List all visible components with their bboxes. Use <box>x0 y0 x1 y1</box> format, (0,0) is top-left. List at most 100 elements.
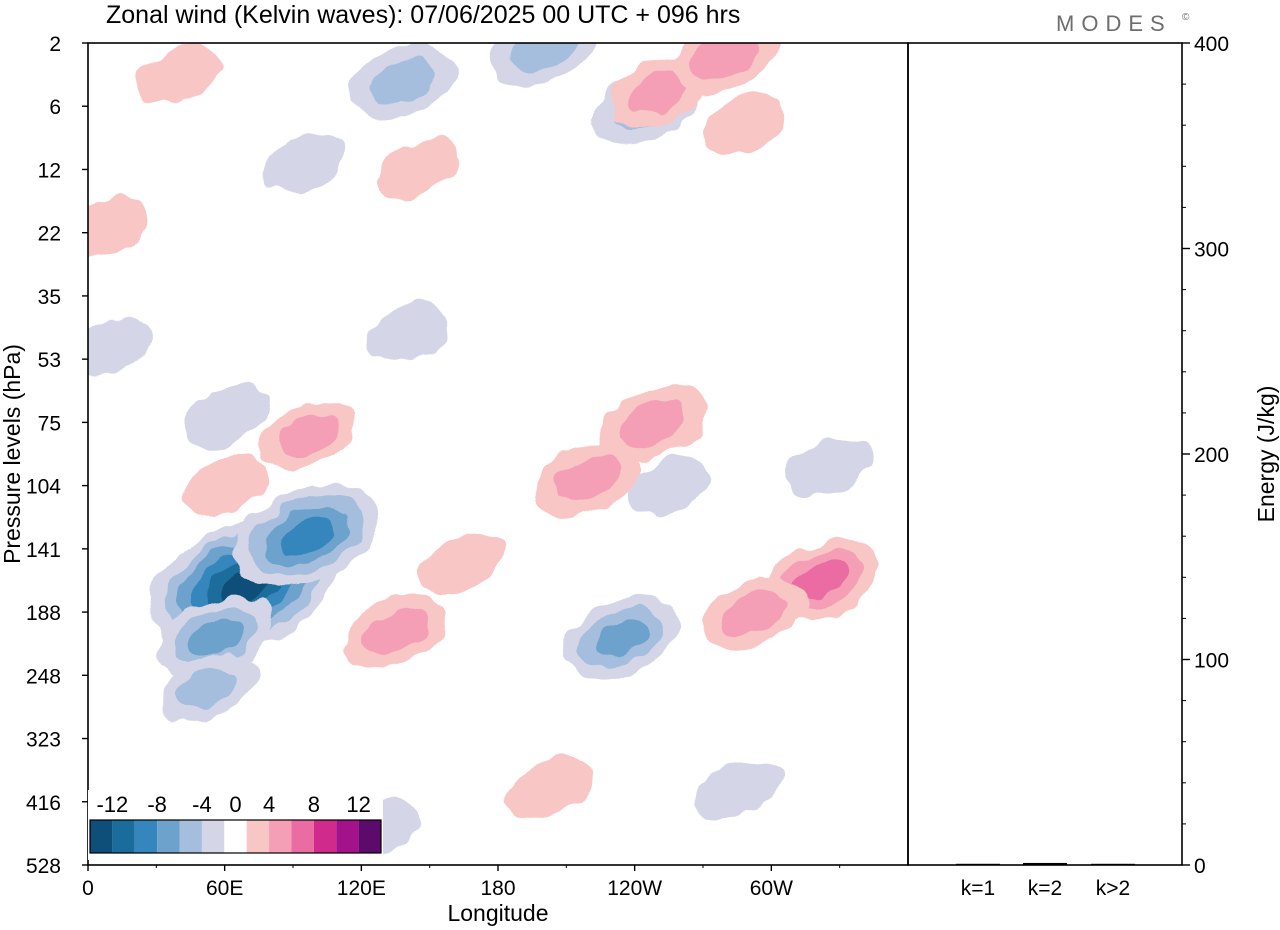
x-axis-label: Longitude <box>447 900 548 926</box>
contour-band <box>88 316 155 377</box>
y-tick-label: 528 <box>26 855 61 878</box>
contour-band <box>363 304 451 364</box>
wind-anomaly-westerly <box>535 442 643 517</box>
brand-logo: MODES <box>1056 11 1172 36</box>
wind-anomaly-westerly <box>342 593 449 669</box>
brand-mark: © <box>1182 12 1190 23</box>
energy-bar-k=1 <box>956 863 1000 865</box>
energy-category-label: k>2 <box>1096 877 1130 900</box>
wind-anomaly-westerly <box>374 139 462 200</box>
energy-category-label: k=2 <box>1028 877 1062 900</box>
y-tick-label: 188 <box>26 602 61 625</box>
colorbar-label: 12 <box>346 792 370 817</box>
contour-band <box>504 759 592 819</box>
y-tick-label: 6 <box>49 96 61 119</box>
wind-anomaly-easterly <box>181 386 269 446</box>
colorbar-swatch <box>291 820 314 853</box>
wind-anomaly-easterly <box>625 455 713 516</box>
wind-anomaly-westerly <box>672 43 780 93</box>
energy-tick-label: 400 <box>1194 33 1229 56</box>
wind-anomaly-westerly <box>504 759 592 819</box>
colorbar-swatch <box>336 820 359 853</box>
wind-anomaly-easterly <box>363 304 451 364</box>
energy-category-label: k=1 <box>961 877 995 900</box>
main-plot-frame <box>87 42 909 866</box>
contour-band <box>595 619 647 656</box>
wind-anomaly-easterly <box>348 43 456 119</box>
contour-band <box>281 518 333 555</box>
energy-tick-label: 0 <box>1194 855 1206 878</box>
colorbar-label: -4 <box>192 792 212 817</box>
y-tick-label: 35 <box>38 286 61 309</box>
colorbar-swatch <box>157 820 180 853</box>
x-tick-label: 120W <box>607 877 662 900</box>
colorbar-swatch <box>224 820 247 853</box>
y-tick-label: 22 <box>38 223 61 246</box>
wind-anomaly-westerly <box>258 401 356 469</box>
contour-band <box>135 44 223 105</box>
wind-anomaly-easterly <box>160 654 258 722</box>
wind-anomaly-easterly <box>784 436 872 497</box>
energy-bars: k=1 k=2 k>2 <box>956 862 1135 900</box>
wind-anomaly-easterly <box>490 43 597 87</box>
wind-anomaly-easterly <box>88 316 155 377</box>
colorbar-swatch <box>313 820 337 853</box>
colorbar-swatch <box>179 820 202 853</box>
contour-band <box>795 562 848 599</box>
contour-band <box>692 43 759 79</box>
contour-band <box>625 455 713 516</box>
contour-band <box>627 73 688 115</box>
y-tick-label: 141 <box>26 539 61 562</box>
y-tick-label: 248 <box>26 665 61 688</box>
wind-anomaly-easterly <box>157 596 274 679</box>
wind-anomaly-westerly <box>181 455 269 516</box>
wind-anomaly-westerly <box>599 385 707 460</box>
y-axis: 2 6 12 22 35 53 75 104 141 188 248 323 416 528 <box>26 33 88 878</box>
heatmap-field <box>88 43 880 857</box>
colorbar-swatch <box>134 820 158 853</box>
y-tick-label: 75 <box>38 412 61 435</box>
contour-band <box>620 399 686 446</box>
y-axis-label: Pressure levels (hPa) <box>0 344 25 564</box>
y-tick-label: 416 <box>26 792 61 815</box>
x-tick-label: 120E <box>337 877 386 900</box>
x-tick-label: 180 <box>480 877 515 900</box>
colorbar: -12 -8 -4 0 4 8 12 <box>88 790 383 860</box>
contour-band <box>178 667 239 709</box>
colorbar-swatch <box>201 820 225 853</box>
colorbar-swatch <box>112 820 135 853</box>
contour-band <box>784 436 872 497</box>
x-tick-label: 0 <box>82 877 94 900</box>
energy-plot-frame <box>907 42 1183 866</box>
colorbar-frame <box>89 819 382 854</box>
wind-anomaly-westerly <box>420 531 508 592</box>
colorbar-label: 4 <box>263 792 275 817</box>
wind-anomaly-westerly <box>700 95 788 155</box>
y-tick-label: 2 <box>49 33 61 56</box>
colorbar-swatch <box>90 820 113 853</box>
colorbar-label: -12 <box>96 792 128 817</box>
contour-band <box>276 414 337 456</box>
chart-title: Zonal wind (Kelvin waves): 07/06/2025 00… <box>106 1 740 29</box>
wind-anomaly-easterly <box>260 133 348 193</box>
wind-anomaly-easterly <box>562 596 680 679</box>
wind-anomaly-easterly <box>693 759 781 819</box>
colorbar-label: 8 <box>308 792 320 817</box>
energy-axis-label: Energy (J/kg) <box>1253 386 1279 523</box>
y-tick-label: 104 <box>26 476 61 499</box>
colorbar-swatch <box>269 820 292 853</box>
contour-band <box>189 619 242 656</box>
energy-axis: 0 100 200 300 400 <box>1182 33 1229 878</box>
contour-band <box>693 759 781 819</box>
energy-tick-label: 100 <box>1194 650 1229 673</box>
contour-band <box>722 589 789 635</box>
energy-bar-k>2 <box>1091 863 1135 865</box>
energy-tick-label: 200 <box>1194 444 1229 467</box>
x-tick-label: 60E <box>206 877 243 900</box>
colorbar-swatch <box>358 820 381 853</box>
wind-anomaly-westerly <box>135 44 223 105</box>
contour-band <box>556 456 622 503</box>
contour-band <box>260 133 348 193</box>
x-tick-label: 60W <box>750 877 793 900</box>
wind-anomaly-westerly <box>702 574 809 650</box>
